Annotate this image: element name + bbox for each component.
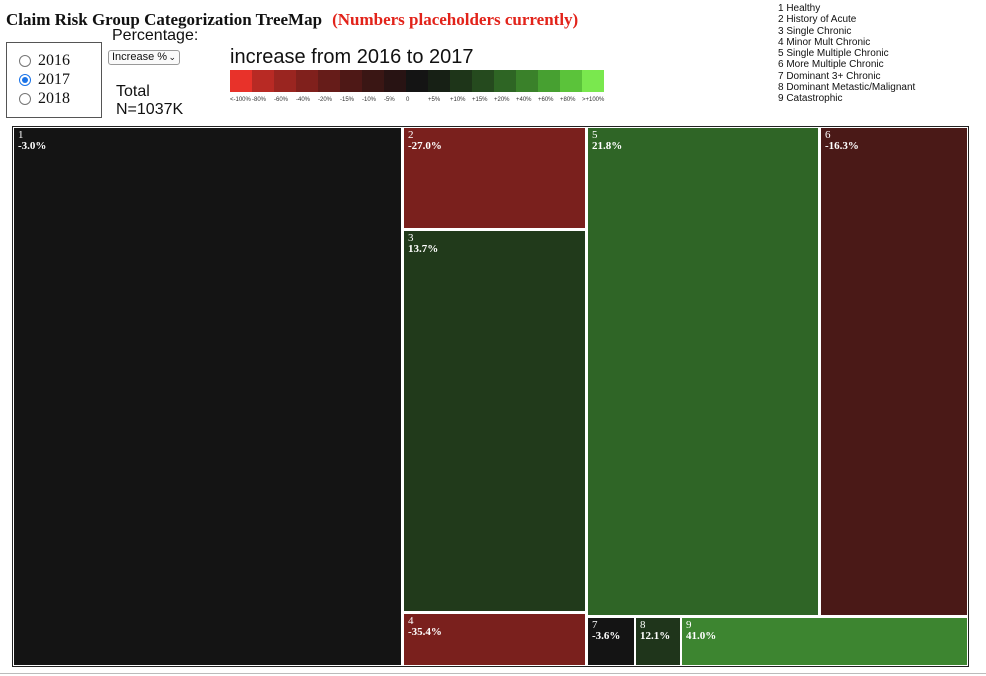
cell-value: 13.7%	[408, 243, 439, 255]
legend-tick-label: -15%	[340, 97, 355, 103]
legend-swatch	[428, 70, 450, 92]
cell-value: -3.0%	[18, 140, 47, 152]
legend-swatch	[230, 70, 252, 92]
chevron-down-icon: ⌄	[168, 52, 176, 62]
risk-group-item: 2 History of Acute	[778, 14, 857, 26]
legend-swatch	[472, 70, 494, 92]
legend-tick-label: +20%	[494, 97, 510, 103]
legend-swatch	[318, 70, 340, 92]
cell-value: -3.6%	[592, 630, 621, 642]
risk-group-item: 3 Single Chronic	[778, 25, 852, 37]
legend-tick-label: >+100%	[582, 97, 605, 103]
legend-tick-label: +80%	[560, 97, 576, 103]
year-label-2018: 2018	[38, 90, 70, 107]
legend-swatch	[516, 70, 538, 92]
chart-subtitle: (Numbers placeholders currently)	[332, 10, 579, 29]
cell-id: 9	[686, 619, 692, 631]
legend-swatch	[274, 70, 296, 92]
treemap-cell-7[interactable]: 7 -3.6%	[587, 617, 635, 666]
total-value: N=1037K	[116, 101, 184, 118]
color-scale-legend	[230, 70, 604, 92]
legend-tick-label: -80%	[252, 97, 267, 103]
legend-swatch	[362, 70, 384, 92]
percentage-label: Percentage:	[112, 27, 199, 44]
legend-title: increase from 2016 to 2017	[230, 46, 474, 68]
radio-2016[interactable]	[19, 55, 31, 67]
legend-swatch	[406, 70, 428, 92]
cell-id: 2	[408, 129, 414, 141]
legend-tick-label: +10%	[450, 97, 466, 103]
year-label-2016: 2016	[38, 52, 70, 69]
treemap-cell-4[interactable]: 4 -35.4%	[403, 613, 586, 666]
legend-tick-label: -20%	[318, 97, 333, 103]
treemap: 1 -3.0% 2 -27.0% 3 13.7% 4 -35.4% 5 21.8…	[12, 126, 969, 667]
cell-id: 1	[18, 129, 24, 141]
cell-value: -27.0%	[408, 140, 442, 152]
legend-swatch	[340, 70, 362, 92]
percentage-select[interactable]: Increase % ⌄	[108, 50, 180, 65]
cell-value: 21.8%	[592, 140, 623, 152]
treemap-cell-8[interactable]: 8 12.1%	[635, 617, 681, 666]
legend-swatch	[384, 70, 406, 92]
cell-value: 41.0%	[686, 630, 717, 642]
risk-group-list: 1 Healthy 2 History of Acute 3 Single Chro…	[778, 3, 915, 105]
legend-tick-label: +60%	[538, 97, 554, 103]
total-label: Total	[116, 83, 150, 100]
cell-id: 5	[592, 129, 598, 141]
treemap-cell-2[interactable]: 2 -27.0%	[403, 127, 586, 229]
legend-tick-label: <-100%	[230, 97, 251, 103]
year-option-2016[interactable]: 2016	[19, 52, 70, 70]
cell-id: 4	[408, 615, 414, 627]
risk-group-item: 5 Single Multiple Chronic	[778, 48, 889, 60]
year-option-2018[interactable]: 2018	[19, 90, 70, 108]
risk-group-item: 9 Catastrophic	[778, 93, 843, 105]
cell-value: -16.3%	[825, 140, 859, 152]
legend-swatch	[538, 70, 560, 92]
risk-group-item: 4 Minor Mult Chronic	[778, 36, 871, 48]
legend-tick-label: -60%	[274, 97, 289, 103]
legend-swatch	[252, 70, 274, 92]
treemap-cell-6[interactable]: 6 -16.3%	[820, 127, 968, 616]
legend-swatch	[494, 70, 516, 92]
color-scale-ticks: <-100% -80% -60% -40% -20% -15% -10% -5% 0 +5% +10…	[230, 97, 604, 103]
cell-id: 7	[592, 619, 598, 631]
legend-swatch	[296, 70, 318, 92]
treemap-cell-1[interactable]: 1 -3.0%	[13, 127, 402, 666]
legend-tick-label: -40%	[296, 97, 311, 103]
chart-title-row: Claim Risk Group Categorization TreeMap …	[6, 10, 578, 30]
percentage-select-value: Increase %	[112, 51, 168, 63]
year-option-2017[interactable]: 2017	[19, 71, 70, 89]
treemap-cell-5[interactable]: 5 21.8%	[587, 127, 819, 616]
cell-value: 12.1%	[640, 630, 671, 642]
cell-id: 6	[825, 129, 831, 141]
risk-group-item: 1 Healthy	[778, 3, 821, 14]
legend-swatch	[450, 70, 472, 92]
page-bottom-border	[0, 673, 986, 674]
legend-swatch	[560, 70, 582, 92]
risk-group-item: 7 Dominant 3+ Chronic	[778, 70, 881, 82]
risk-group-item: 6 More Multiple Chronic	[778, 59, 884, 71]
year-selector: 2016 2017 2018	[6, 42, 102, 118]
legend-tick-label: +40%	[516, 97, 532, 103]
cell-id: 8	[640, 619, 646, 631]
chart-title: Claim Risk Group Categorization TreeMap	[6, 10, 323, 29]
radio-2018[interactable]	[19, 93, 31, 105]
treemap-cell-3[interactable]: 3 13.7%	[403, 230, 586, 612]
risk-group-item: 8 Dominant Metastic/Malignant	[778, 82, 916, 94]
treemap-cell-9[interactable]: 9 41.0%	[681, 617, 968, 666]
radio-2017[interactable]	[19, 74, 31, 86]
year-label-2017: 2017	[38, 71, 70, 88]
legend-tick-label: -10%	[362, 97, 377, 103]
legend-tick-label: 0	[406, 97, 410, 103]
cell-value: -35.4%	[408, 626, 442, 638]
legend-tick-label: +15%	[472, 97, 488, 103]
legend-tick-label: -5%	[384, 97, 395, 103]
legend-swatch	[582, 70, 604, 92]
legend-tick-label: +5%	[428, 97, 441, 103]
cell-id: 3	[408, 232, 414, 244]
